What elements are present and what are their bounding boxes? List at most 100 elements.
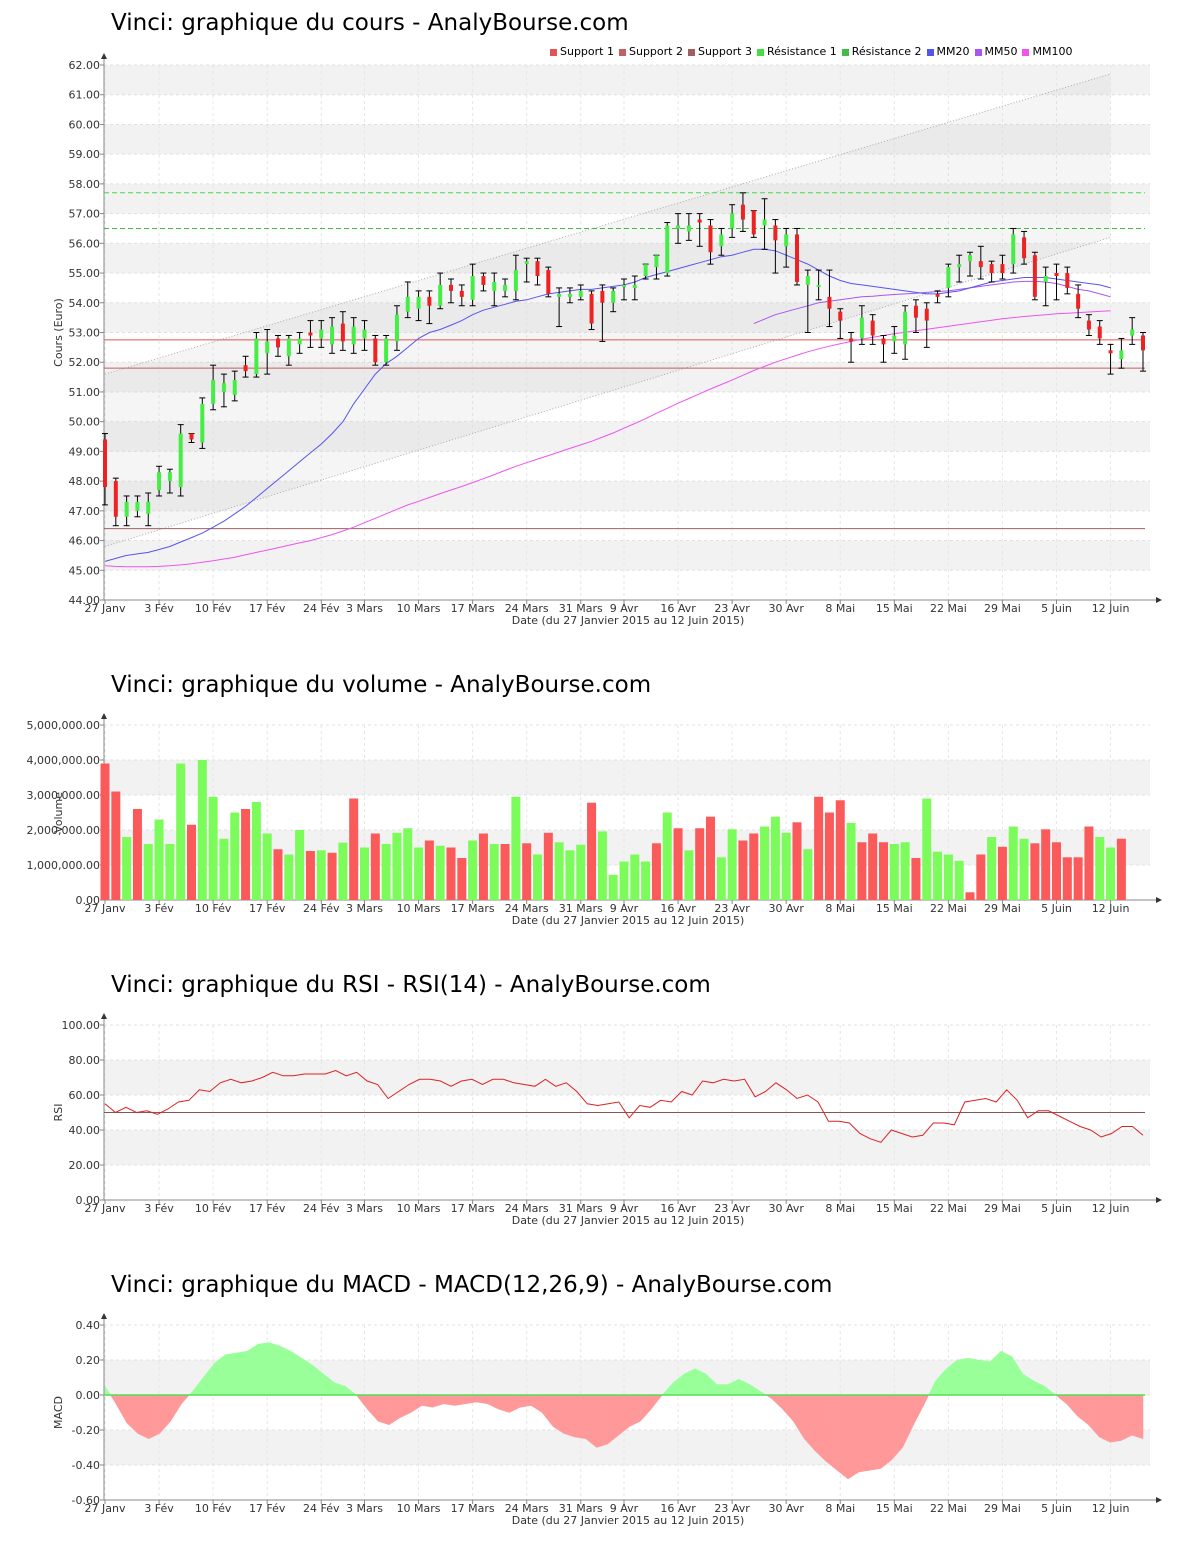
macd-xtick-label: 23 Avr (714, 1502, 750, 1515)
macd-xtick-label: 24 Fév (303, 1502, 340, 1515)
candle-body (459, 290, 464, 297)
volume-xtick-label: 22 Mai (930, 902, 967, 915)
volume-bar (338, 842, 348, 900)
volume-bar (1030, 843, 1040, 900)
volume-x-axis-label: Date (du 27 Janvier 2015 au 12 Juin 2015… (512, 914, 745, 927)
candle-body (957, 264, 962, 268)
macd-negative-area (596, 1394, 608, 1448)
volume-xtick-label: 10 Mars (397, 902, 441, 915)
macd-xtick-label: 9 Avr (610, 1502, 639, 1515)
candle-body (708, 225, 713, 253)
macd-xtick-label: 30 Avr (768, 1502, 804, 1515)
candle-body (340, 323, 345, 342)
candle-body (632, 284, 637, 288)
macd-xtick-label: 15 Mai (876, 1502, 913, 1515)
price-plot: 44.00 45.00 46.00 47.00 48.00 49.00 50.00 51.00… (52, 53, 1162, 627)
price-band (104, 302, 1150, 333)
volume-bar (587, 802, 597, 900)
volume-bar (435, 845, 445, 900)
volume-bar (997, 846, 1007, 900)
volume-bar (143, 844, 153, 900)
rsi-chart-title: Vinci: graphique du RSI - RSI(14) - Anal… (111, 972, 711, 998)
candle-body (1141, 335, 1145, 351)
candle-body (394, 314, 399, 342)
candle-body (265, 341, 270, 354)
price-ytick-label: 52.00 (69, 356, 101, 369)
macd-negative-area (476, 1394, 488, 1405)
candle-body (351, 326, 356, 345)
volume-bar (641, 861, 651, 900)
price-ytick-label: 54.00 (69, 297, 101, 310)
macd-xtick-label: 12 Juin (1092, 1502, 1130, 1515)
macd-negative-area (541, 1394, 554, 1428)
volume-xtick-label: 15 Mai (876, 902, 913, 915)
volume-band (104, 760, 1150, 795)
price-ytick-label: 51.00 (69, 386, 101, 399)
candle-body (319, 329, 324, 339)
macd-negative-area (519, 1394, 532, 1408)
macd-negative-area (782, 1394, 794, 1422)
macd-xtick-label: 17 Fév (249, 1502, 286, 1515)
candle-body (1086, 320, 1091, 330)
macd-xtick-label: 10 Fév (195, 1502, 232, 1515)
macd-ytick-label: 0.00 (76, 1389, 101, 1402)
macd-positive-area (268, 1342, 281, 1396)
candle-body (795, 234, 799, 282)
price-xtick-label: 5 Juin (1041, 602, 1072, 615)
volume-bar (1116, 838, 1126, 900)
price-xtick-label: 22 Mai (930, 602, 967, 615)
macd-positive-area (989, 1350, 1002, 1396)
volume-bar (933, 851, 943, 900)
macd-positive-area (279, 1345, 291, 1396)
macd-negative-area (509, 1394, 521, 1413)
volume-ytick-label: 5,000,000.00 (27, 719, 100, 732)
price-ytick-label: 60.00 (69, 118, 101, 131)
volume-ytick-label: 4,000,000.00 (27, 754, 100, 767)
candle-body (849, 338, 854, 342)
volume-bar (976, 854, 986, 900)
candle-body (146, 501, 151, 514)
macd-positive-area (290, 1350, 302, 1396)
volume-bar (1019, 838, 1029, 900)
candle-body (427, 296, 432, 306)
macd-negative-area (465, 1394, 477, 1405)
macd-positive-area (224, 1352, 237, 1396)
volume-bar (100, 763, 110, 900)
candle-body (286, 338, 291, 357)
macd-negative-area (825, 1394, 838, 1471)
rsi-xtick-label: 3 Mars (346, 1202, 383, 1215)
price-xtick-label: 24 Fév (303, 602, 340, 615)
macd-negative-area (771, 1394, 783, 1410)
volume-bar (608, 874, 618, 900)
rsi-xtick-label: 8 Mai (825, 1202, 855, 1215)
legend-label: Résistance 1 (766, 45, 837, 58)
price-chart-title: Vinci: graphique du cours - AnalyBourse.… (111, 10, 629, 36)
rsi-xtick-label: 10 Mars (397, 1202, 441, 1215)
volume-bar (295, 830, 305, 900)
volume-bar (1052, 842, 1061, 900)
legend-swatch (550, 48, 557, 56)
volume-y-axis-label: Volume (52, 792, 65, 833)
macd-positive-area (967, 1357, 980, 1396)
candle-body (622, 284, 626, 287)
legend-label: Support 1 (560, 45, 614, 58)
rsi-xtick-label: 17 Fév (249, 1202, 286, 1215)
legend-label: MM20 (936, 45, 970, 58)
price-x-arrow (1156, 597, 1162, 603)
price-y-axis-label: Cours (Euro) (52, 298, 65, 367)
candle-body (135, 501, 140, 511)
candle-body (384, 338, 389, 363)
volume-xtick-label: 31 Mars (559, 902, 603, 915)
volume-bar (1062, 857, 1072, 900)
macd-xtick-label: 29 Mai (984, 1502, 1021, 1515)
candle-body (751, 210, 756, 235)
candle-body (968, 255, 972, 262)
price-xtick-label: 17 Mars (451, 602, 495, 615)
rsi-xtick-label: 15 Mai (876, 1202, 913, 1215)
volume-bar (327, 852, 337, 900)
price-chart: Vinci: graphique du cours - AnalyBourse.… (0, 0, 1200, 640)
macd-negative-area (1066, 1394, 1078, 1417)
volume-bar (1041, 829, 1051, 900)
candle-body (740, 204, 745, 220)
